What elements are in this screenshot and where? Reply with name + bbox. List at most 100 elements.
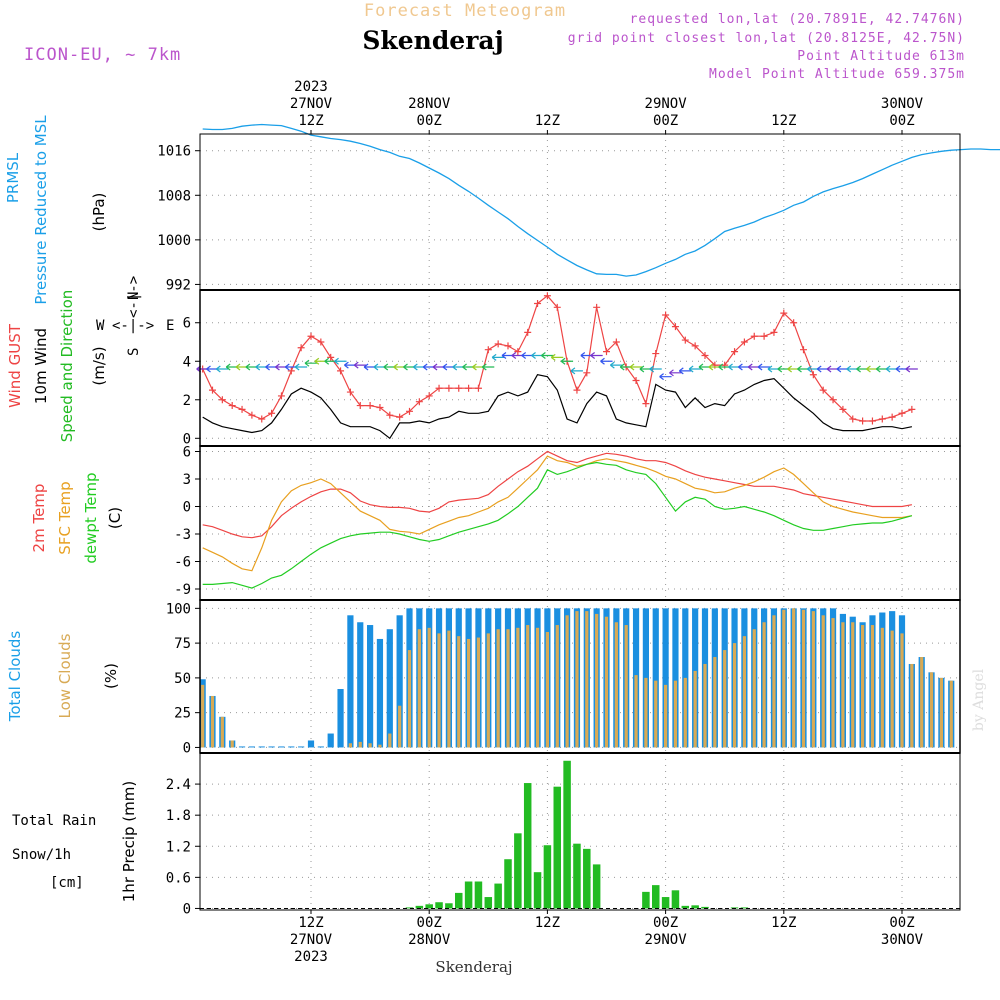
snow-unit: [cm] — [50, 875, 84, 891]
rain-bar — [533, 872, 542, 909]
gust-point — [800, 346, 807, 354]
total-cloud-bar — [268, 746, 275, 748]
total-cloud-bar — [672, 608, 679, 748]
panel-frame — [199, 289, 961, 447]
low-cloud-bar — [673, 680, 678, 748]
gust-point — [465, 384, 473, 392]
low-cloud-bar — [900, 633, 904, 748]
gust-point — [819, 386, 827, 394]
model-altitude: Model Point Altitude 659.375m — [709, 67, 965, 82]
wind-direction-arrow — [541, 352, 554, 359]
y-tick-label: 25 — [174, 706, 191, 722]
low-cloud-bar — [693, 670, 697, 748]
low-cloud-bar — [910, 663, 914, 748]
top-time-label: 30NOV — [881, 96, 924, 112]
rain-bar — [484, 897, 493, 909]
gust-point — [612, 338, 620, 346]
panel-frame — [199, 445, 961, 601]
rain-bar — [642, 891, 650, 909]
gust-point — [740, 338, 748, 346]
low-cloud-bar — [644, 677, 648, 748]
low-cloud-bar — [447, 630, 451, 748]
wind-direction-arrow — [678, 367, 692, 375]
low-cloud-bar — [939, 677, 943, 748]
gust-point — [238, 405, 246, 413]
y-tick-label: 0 — [183, 500, 191, 516]
total-cloud-bar — [327, 733, 334, 748]
gust-point — [790, 319, 798, 327]
gust-point — [366, 402, 374, 410]
gust-point — [346, 388, 354, 396]
y-tick-label: 6 — [183, 316, 191, 332]
rain-bar — [730, 907, 739, 909]
top-time-label: 27NOV — [290, 96, 333, 112]
rain-bar — [405, 907, 414, 909]
rain-bar — [504, 859, 512, 909]
rain-bar — [691, 905, 699, 909]
low-cloud-bar — [792, 608, 796, 748]
gust-point — [839, 405, 847, 413]
low-cloud-bar — [427, 627, 431, 748]
gust-point — [484, 346, 492, 354]
low-cloud-bar — [772, 615, 776, 748]
bottom-time-label: 00Z — [889, 915, 914, 931]
low-cloud-bar — [614, 622, 618, 748]
gust-point — [898, 409, 906, 417]
wind-direction-arrow — [688, 365, 702, 373]
wind-direction-arrow — [353, 361, 367, 369]
wind-direction-arrow — [609, 361, 623, 369]
low-cloud-bar — [516, 627, 520, 748]
low-cloud-bar — [811, 611, 815, 748]
gust-point — [494, 340, 502, 348]
panel-wind: 0 2 4 6 — [183, 290, 960, 447]
gust-point — [809, 371, 817, 379]
low-cloud-bar — [861, 625, 865, 748]
low-cloud-bar — [476, 637, 481, 748]
total-cloud-bar — [278, 746, 285, 748]
low-cloud-bar — [890, 630, 894, 748]
gust-point — [583, 369, 591, 377]
low-cloud-bar — [604, 616, 609, 748]
low-cloud-bar — [210, 695, 215, 748]
gust-point — [386, 411, 394, 419]
gust-point — [228, 402, 236, 410]
low-cloud-bar — [723, 650, 727, 748]
top-time-label: 00Z — [417, 113, 442, 129]
bottom-time-label: 00Z — [417, 915, 442, 931]
rain-bar — [494, 883, 502, 909]
low-cloud-bar — [634, 675, 638, 748]
gust-point — [878, 415, 886, 423]
y-tick-label: 0.6 — [166, 870, 191, 886]
gust-point — [731, 348, 739, 356]
gust-point — [543, 292, 551, 300]
total-cloud-bar — [396, 615, 403, 748]
low-cloud-bar — [782, 609, 786, 748]
low-cloud-bar — [752, 629, 756, 748]
wind-direction-arrow — [481, 363, 495, 371]
panel-label: Speed and Direction — [58, 290, 76, 443]
y-tick-label: 3 — [183, 472, 191, 488]
bottom-time-label: 12Z — [771, 915, 796, 931]
y-tick-label: 1008 — [157, 188, 191, 204]
gust-point — [218, 396, 226, 404]
gust-point — [435, 384, 443, 392]
panel-label: (m/s) — [90, 346, 108, 385]
low-cloud-bar — [437, 633, 441, 748]
y-tick-label: 1000 — [157, 233, 191, 249]
gust-point — [258, 415, 266, 423]
total-cloud-bar — [367, 625, 374, 748]
rain-bar — [455, 892, 463, 909]
series-prmsl — [202, 123, 1000, 277]
total-cloud-bar — [238, 746, 246, 748]
y-tick-label: 4 — [183, 354, 191, 370]
low-cloud-bar — [506, 629, 510, 748]
wind-direction-arrow — [215, 365, 229, 373]
bottom-time-label: 28NOV — [408, 932, 451, 948]
low-cloud-bar — [851, 622, 855, 748]
top-time-label: 2023 — [294, 79, 328, 95]
wind-direction-arrow — [757, 363, 771, 371]
bottom-time-label: 2023 — [294, 949, 328, 965]
low-cloud-bar — [929, 672, 934, 748]
gust-point — [474, 384, 482, 392]
gust-point — [445, 384, 453, 392]
